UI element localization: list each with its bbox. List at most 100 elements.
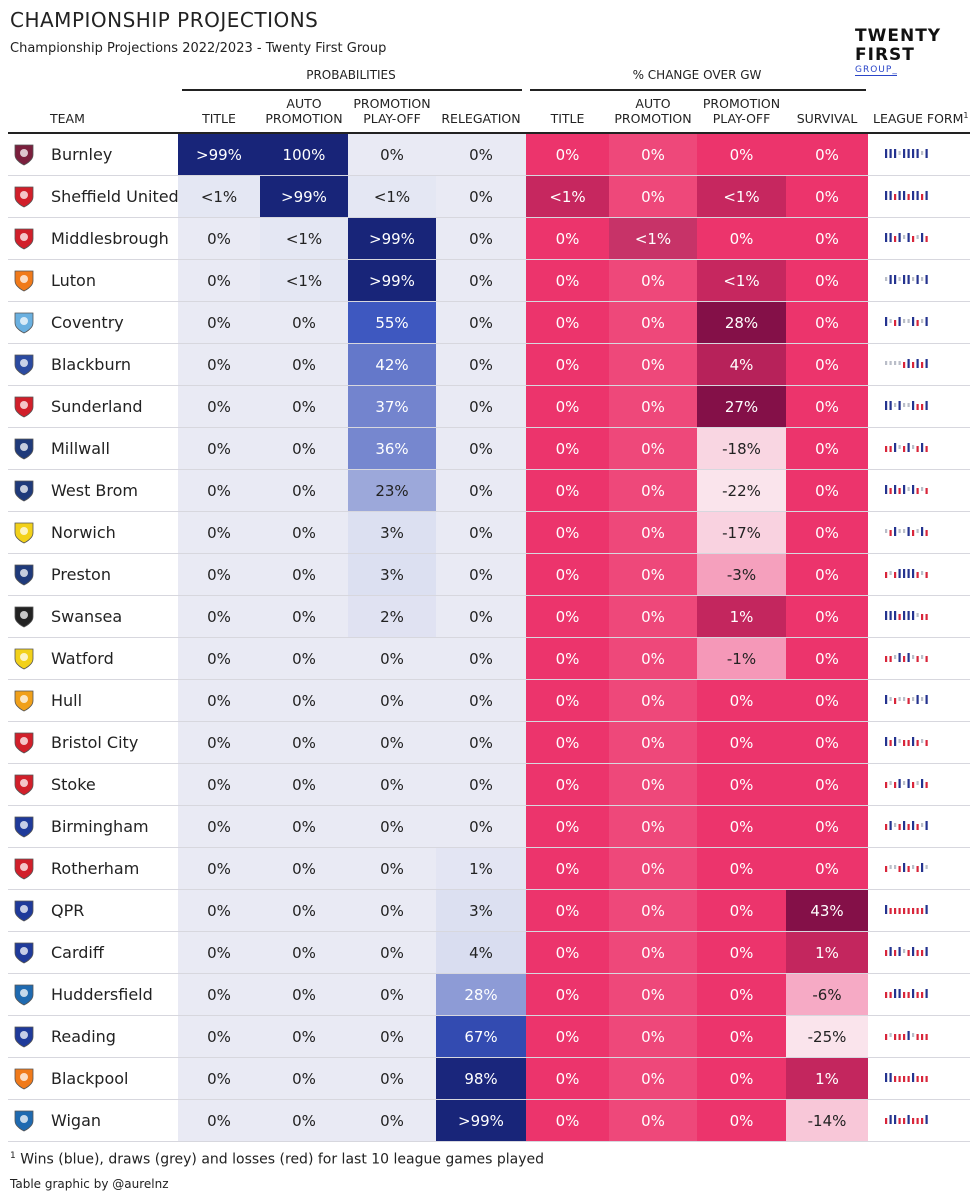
row-divider	[8, 1015, 970, 1016]
probability-cell: 0%	[178, 890, 260, 932]
form-result-D	[903, 949, 906, 953]
form-result-L	[898, 1076, 901, 1082]
row-divider	[8, 1057, 970, 1058]
column-header-line2: PROMOTION	[614, 111, 692, 126]
form-result-W	[889, 611, 892, 620]
form-result-L	[885, 656, 888, 662]
form-result-D	[921, 571, 924, 575]
change-cell: 4%	[697, 344, 786, 386]
form-result-L	[925, 1034, 928, 1040]
column-header-line2: TITLE	[550, 111, 585, 126]
probability-cell: >99%	[348, 218, 436, 260]
change-cell: 0%	[526, 218, 609, 260]
probability-cell: 0%	[260, 722, 348, 764]
table-row: Hull 0% 0% 0% 0% 0% 0% 0% 0%	[0, 680, 978, 722]
form-result-L	[903, 1118, 906, 1124]
change-cell: 0%	[526, 1016, 609, 1058]
change-cell: -1%	[697, 638, 786, 680]
probability-cell: 0%	[260, 848, 348, 890]
probability-cell: 0%	[436, 386, 526, 428]
probability-cell: 0%	[178, 386, 260, 428]
league-form-sparkline	[885, 149, 928, 158]
form-result-L	[912, 908, 915, 914]
form-result-D	[894, 403, 897, 407]
form-result-L	[916, 908, 919, 914]
change-cell: 0%	[609, 1016, 697, 1058]
form-result-L	[916, 572, 919, 578]
change-cell: 0%	[697, 1100, 786, 1142]
league-form-sparkline	[885, 653, 928, 662]
form-result-W	[903, 863, 906, 872]
group-header-probabilities: PROBABILITIES	[306, 68, 396, 82]
club-crest-icon	[14, 984, 34, 1006]
column-header-line1: AUTO	[286, 96, 322, 111]
header-rule	[8, 132, 970, 134]
change-cell: 0%	[526, 848, 609, 890]
probability-cell: 0%	[436, 470, 526, 512]
probability-cell: 28%	[436, 974, 526, 1016]
form-result-L	[903, 908, 906, 914]
league-form-sparkline	[885, 1031, 928, 1040]
form-result-W	[921, 863, 924, 872]
form-result-D	[921, 655, 924, 659]
form-result-W	[885, 737, 888, 746]
form-result-L	[916, 656, 919, 662]
form-result-D	[885, 361, 888, 365]
team-name: Middlesbrough	[51, 229, 169, 248]
form-result-L	[916, 1034, 919, 1040]
form-result-L	[907, 1076, 910, 1082]
form-result-W	[925, 149, 928, 158]
column-header-change-3: SURVIVAL	[786, 96, 868, 126]
probability-cell: 1%	[436, 848, 526, 890]
group-rule-change	[530, 89, 866, 91]
probability-cell: 36%	[348, 428, 436, 470]
form-result-W	[898, 191, 901, 200]
form-result-D	[894, 361, 897, 365]
form-result-W	[885, 401, 888, 410]
form-result-D	[898, 445, 901, 449]
twenty-first-group-logo: TWENTY FIRST GROUP_	[855, 27, 941, 76]
probability-cell: 0%	[348, 764, 436, 806]
league-form-sparkline	[885, 611, 928, 620]
probability-cell: 0%	[178, 302, 260, 344]
form-result-D	[912, 277, 915, 281]
team-name: Reading	[51, 1027, 116, 1046]
row-divider	[8, 805, 970, 806]
club-crest-icon	[14, 270, 34, 292]
probability-cell: 42%	[348, 344, 436, 386]
league-form-sparkline	[885, 275, 928, 284]
change-cell: 0%	[786, 218, 868, 260]
change-cell: 0%	[786, 638, 868, 680]
form-result-D	[912, 445, 915, 449]
form-result-W	[898, 989, 901, 998]
team-name: Wigan	[51, 1111, 102, 1130]
club-crest-icon	[14, 396, 34, 418]
change-cell: 0%	[697, 806, 786, 848]
probability-cell: 0%	[178, 848, 260, 890]
row-divider	[8, 637, 970, 638]
logo-underline	[855, 75, 897, 76]
team-name: Millwall	[51, 439, 110, 458]
form-result-W	[898, 233, 901, 242]
form-result-L	[889, 530, 892, 536]
column-header-prob-1: AUTO PROMOTION	[260, 96, 348, 126]
form-result-L	[903, 1034, 906, 1040]
form-result-W	[912, 611, 915, 620]
probability-cell: 0%	[348, 1016, 436, 1058]
team-name: Preston	[51, 565, 111, 584]
probability-cell: 0%	[260, 806, 348, 848]
form-result-D	[903, 235, 906, 239]
form-result-W	[885, 233, 888, 242]
probability-cell: 0%	[436, 218, 526, 260]
form-result-W	[903, 821, 906, 830]
club-crest-icon	[14, 564, 34, 586]
row-divider	[8, 301, 970, 302]
change-cell: 0%	[526, 344, 609, 386]
form-result-W	[907, 611, 910, 620]
form-result-L	[925, 614, 928, 620]
form-result-W	[912, 737, 915, 746]
change-cell: <1%	[697, 260, 786, 302]
probability-cell: 0%	[260, 890, 348, 932]
form-result-L	[894, 194, 897, 200]
form-result-L	[894, 908, 897, 914]
